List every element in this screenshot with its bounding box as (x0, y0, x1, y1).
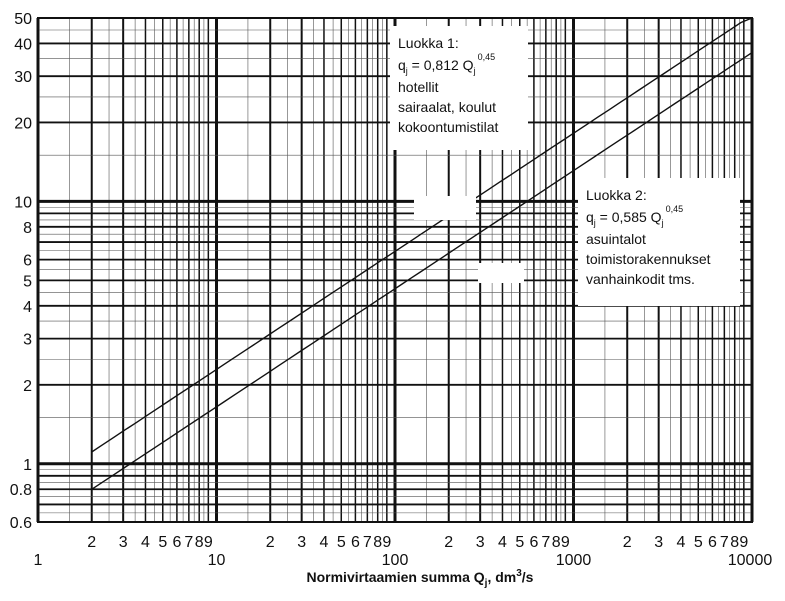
y-tick-label: 10 (14, 194, 32, 211)
annotation-luokka-2-formula: qj = 0,585 Qj0,45 (586, 204, 683, 228)
x-tick-label-minor: 8 (373, 534, 382, 551)
x-tick-label-minor: 4 (320, 534, 329, 551)
series-line-1 (91, 17, 753, 453)
annotation-luokka-2-bg (578, 178, 740, 306)
y-tick-label: 0.6 (10, 515, 32, 532)
x-tick-label-major: 10 (208, 552, 226, 569)
annotation-boxes: Luokka 1:qj = 0,812 Qj0,45 hotellit sairaa… (390, 26, 740, 306)
x-tick-label-minor: 9 (204, 534, 213, 551)
x-tick-label-minor: 7 (720, 534, 729, 551)
x-tick-label-minor: 3 (297, 534, 306, 551)
x-tick-label-major: 100 (382, 552, 409, 569)
x-tick-label-minor: 3 (119, 534, 128, 551)
x-tick-label-minor: 8 (195, 534, 204, 551)
y-tick-label: 2 (23, 378, 32, 395)
y-tick-label: 4 (23, 299, 32, 316)
x-tick-label-minor: 4 (498, 534, 507, 551)
x-tick-label-major: 1 (34, 552, 43, 569)
annotation-luokka-1-line: sairaalat, koulut (398, 99, 496, 115)
series-group (91, 17, 753, 490)
y-tick-label: 6 (23, 253, 32, 270)
x-tick-label-minor: 5 (158, 534, 167, 551)
x-tick-label-major: 10000 (728, 552, 773, 569)
x-tick-label-minor: 4 (677, 534, 686, 551)
x-tick-label-minor: 7 (541, 534, 550, 551)
x-tick-label-minor: 8 (730, 534, 739, 551)
x-tick-label-minor: 2 (444, 534, 453, 551)
y-tick-label: 5 (23, 273, 32, 290)
y-tick-label: 50 (14, 11, 32, 28)
annotation-luokka-1-formula: qj = 0,812 Qj0,45 (398, 52, 495, 76)
x-tick-label-minor: 7 (184, 534, 193, 551)
annotation-luokka-1-line: hotellit (398, 79, 439, 95)
x-tick-label-minor: 6 (351, 534, 360, 551)
annotation-luokka-2-line: asuintalot (586, 231, 646, 247)
y-tick-labels: 50 40 30 20 10 8 6 5 4 3 2 1 0.8 0.6 (10, 11, 32, 532)
x-tick-label-minor: 9 (382, 534, 391, 551)
label-gap-1 (414, 196, 476, 220)
x-tick-label-minor: 6 (708, 534, 717, 551)
annotation-luokka-1-line: kokoontumistilat (398, 119, 498, 135)
y-tick-label: 1 (23, 457, 32, 474)
x-tick-label-minor: 3 (654, 534, 663, 551)
series-line-2 (91, 52, 753, 490)
annotation-luokka-1-bg (390, 26, 528, 150)
annotation-luokka-2-line: vanhainkodit tms. (586, 271, 695, 287)
x-tick-label-minor: 3 (476, 534, 485, 551)
x-tick-label-minor: 2 (623, 534, 632, 551)
x-tick-label-minor: 7 (363, 534, 372, 551)
label-gap-2 (478, 263, 524, 283)
y-tick-label: 3 (23, 332, 32, 349)
y-tick-label: 8 (23, 220, 32, 237)
annotation-luokka-2-title: Luokka 2: (586, 187, 647, 203)
x-tick-label-minor: 6 (172, 534, 181, 551)
x-tick-label-minor: 5 (515, 534, 524, 551)
x-tick-label-minor: 6 (529, 534, 538, 551)
x-tick-label-minor: 9 (739, 534, 748, 551)
x-tick-label-major: 1000 (556, 552, 592, 569)
x-tick-label-minor: 4 (141, 534, 150, 551)
x-axis-title: Normivirtaamien summa Qj, dm3/s (307, 568, 534, 589)
y-tick-label: 40 (14, 36, 32, 53)
x-tick-label-minor: 9 (561, 534, 570, 551)
plot-frame (37, 17, 753, 523)
x-tick-label-minor: 2 (87, 534, 96, 551)
x-tick-label-minor: 8 (552, 534, 561, 551)
x-tick-label-minor: 5 (694, 534, 703, 551)
y-tick-label: 20 (14, 115, 32, 132)
x-tick-label-minor: 5 (337, 534, 346, 551)
annotation-luokka-2-line: toimistorakennukset (586, 251, 711, 267)
annotation-luokka-1: Luokka 1:qj = 0,812 Qj0,45 hotellit sairaa… (390, 26, 528, 150)
y-tick-label: 0.8 (10, 482, 32, 499)
annotation-luokka-2: Luokka 2:qj = 0,585 Qj0,45 asuintalot toim… (578, 178, 740, 306)
x-tick-label-minor: 2 (266, 534, 275, 551)
y-tick-label: 30 (14, 69, 32, 86)
annotation-luokka-1-title: Luokka 1: (398, 35, 459, 51)
